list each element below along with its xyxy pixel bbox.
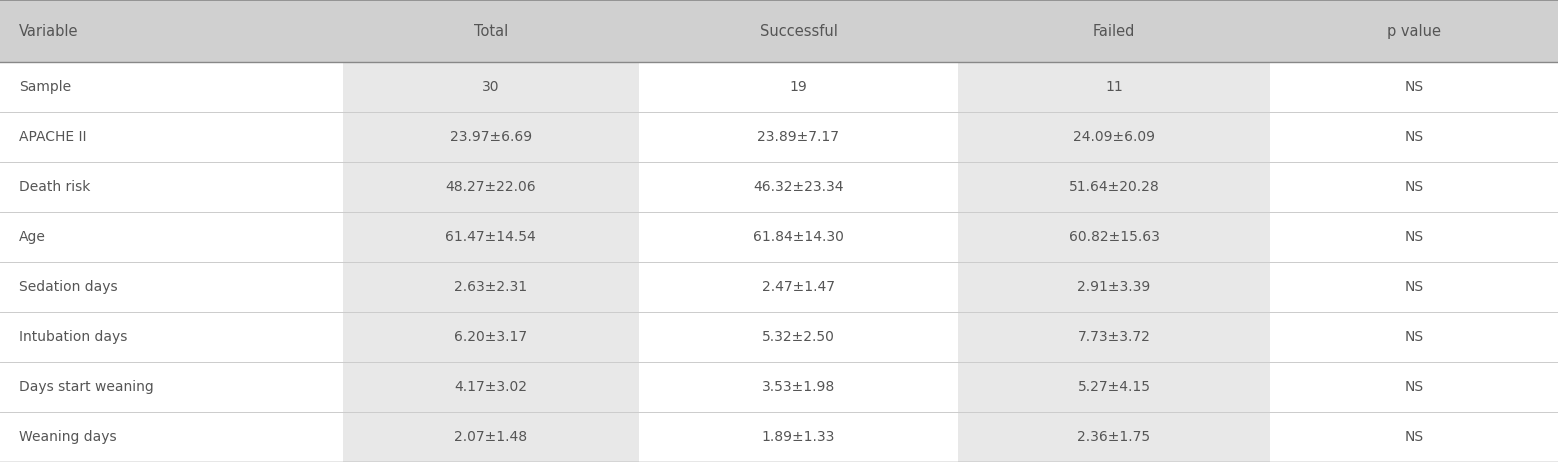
- Text: NS: NS: [1404, 330, 1424, 344]
- Text: Death risk: Death risk: [19, 180, 90, 194]
- Bar: [958, 62, 1270, 462]
- Text: 19: 19: [790, 80, 807, 94]
- Text: 6.20±3.17: 6.20±3.17: [455, 330, 527, 344]
- Text: NS: NS: [1404, 430, 1424, 444]
- Text: 1.89±1.33: 1.89±1.33: [762, 430, 835, 444]
- Text: 2.07±1.48: 2.07±1.48: [455, 430, 527, 444]
- Text: APACHE II: APACHE II: [19, 130, 86, 144]
- Text: NS: NS: [1404, 280, 1424, 294]
- Bar: [343, 62, 639, 462]
- Text: NS: NS: [1404, 230, 1424, 244]
- Text: Failed: Failed: [1092, 24, 1136, 39]
- Text: 46.32±23.34: 46.32±23.34: [753, 180, 844, 194]
- Text: p value: p value: [1387, 24, 1441, 39]
- Text: 5.27±4.15: 5.27±4.15: [1078, 380, 1150, 394]
- Text: 5.32±2.50: 5.32±2.50: [762, 330, 835, 344]
- Text: Sedation days: Sedation days: [19, 280, 117, 294]
- Text: 30: 30: [481, 80, 500, 94]
- Text: 23.97±6.69: 23.97±6.69: [450, 130, 531, 144]
- Text: NS: NS: [1404, 80, 1424, 94]
- Text: Weaning days: Weaning days: [19, 430, 117, 444]
- Text: 3.53±1.98: 3.53±1.98: [762, 380, 835, 394]
- Text: Days start weaning: Days start weaning: [19, 380, 153, 394]
- Text: 2.63±2.31: 2.63±2.31: [455, 280, 527, 294]
- Text: Variable: Variable: [19, 24, 78, 39]
- Text: NS: NS: [1404, 130, 1424, 144]
- Text: Age: Age: [19, 230, 45, 244]
- Text: NS: NS: [1404, 380, 1424, 394]
- Text: 60.82±15.63: 60.82±15.63: [1069, 230, 1159, 244]
- Text: 48.27±22.06: 48.27±22.06: [446, 180, 536, 194]
- Text: Successful: Successful: [760, 24, 837, 39]
- Text: Total: Total: [474, 24, 508, 39]
- Text: 61.47±14.54: 61.47±14.54: [446, 230, 536, 244]
- Text: 2.91±3.39: 2.91±3.39: [1077, 280, 1151, 294]
- Bar: [0, 0, 1558, 62]
- Text: 61.84±14.30: 61.84±14.30: [753, 230, 844, 244]
- Text: NS: NS: [1404, 180, 1424, 194]
- Text: 2.36±1.75: 2.36±1.75: [1078, 430, 1150, 444]
- Text: 23.89±7.17: 23.89±7.17: [757, 130, 840, 144]
- Text: 11: 11: [1105, 80, 1123, 94]
- Text: Intubation days: Intubation days: [19, 330, 128, 344]
- Text: 2.47±1.47: 2.47±1.47: [762, 280, 835, 294]
- Text: 51.64±20.28: 51.64±20.28: [1069, 180, 1159, 194]
- Text: 7.73±3.72: 7.73±3.72: [1078, 330, 1150, 344]
- Text: Sample: Sample: [19, 80, 70, 94]
- Text: 4.17±3.02: 4.17±3.02: [455, 380, 527, 394]
- Text: 24.09±6.09: 24.09±6.09: [1073, 130, 1154, 144]
